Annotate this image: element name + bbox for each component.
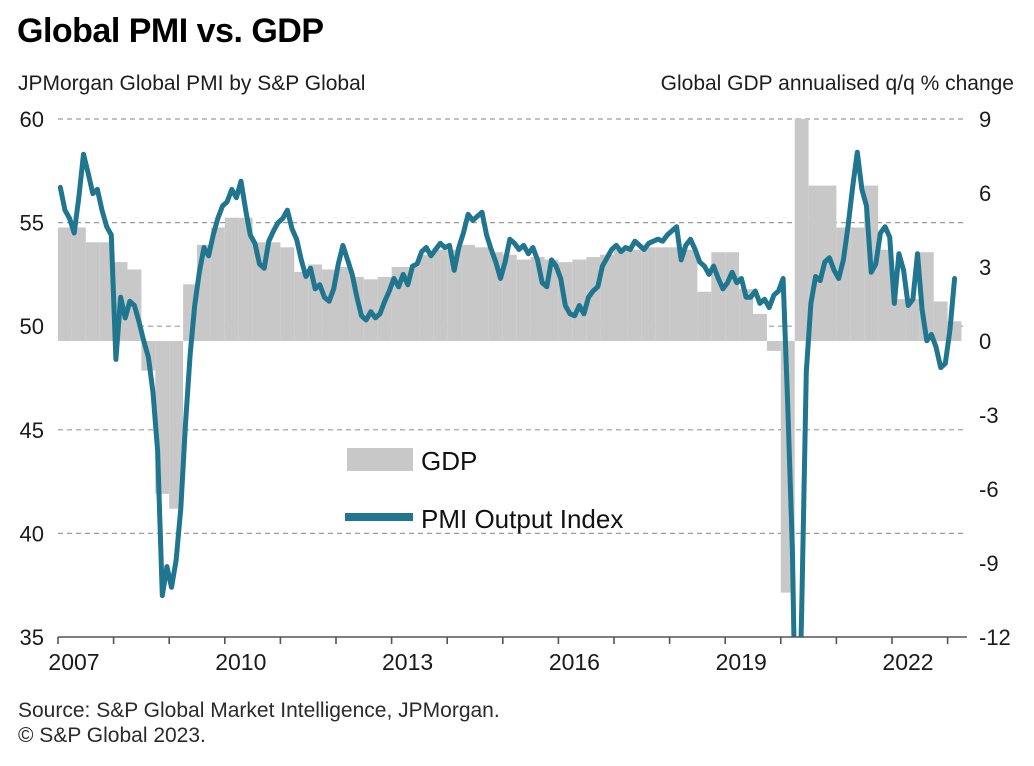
- gdp-bar: [447, 249, 462, 341]
- gdp-bar: [461, 244, 475, 341]
- gdp-bar: [683, 249, 698, 341]
- gdp-bar: [266, 242, 281, 341]
- gdp-bar: [836, 227, 851, 341]
- left-axis-tick: 35: [20, 625, 44, 650]
- right-axis-tick: -9: [979, 551, 999, 576]
- gdp-bar: [586, 257, 601, 341]
- gdp-bar: [655, 247, 670, 341]
- legend-gdp-label: GDP: [421, 446, 477, 476]
- gdp-bar: [280, 247, 295, 341]
- gdp-bar: [794, 119, 809, 341]
- x-axis-year-label: 2019: [716, 649, 767, 675]
- chart-title: Global PMI vs. GDP: [17, 12, 324, 50]
- gdp-bar: [210, 227, 225, 341]
- right-axis-tick: 6: [979, 181, 991, 206]
- left-axis-title: JPMorgan Global PMI by S&P Global: [18, 72, 366, 95]
- right-axis-tick: 3: [979, 255, 991, 280]
- source-line-1: Source: S&P Global Market Intelligence, …: [18, 699, 500, 722]
- left-axis-tick: 60: [20, 107, 44, 132]
- gdp-bar: [739, 289, 753, 341]
- source-note: Source: S&P Global Market Intelligence, …: [18, 698, 500, 748]
- gdp-bar: [349, 276, 364, 341]
- gdp-bar: [169, 341, 184, 509]
- gdp-bar: [753, 313, 767, 341]
- gdp-bar: [572, 259, 587, 341]
- x-axis-year-label: 2013: [382, 649, 433, 675]
- gdp-bar: [224, 217, 239, 341]
- legend: GDP PMI Output Index: [345, 446, 623, 534]
- gdp-bar: [502, 254, 517, 341]
- right-axis-tick: 0: [979, 329, 991, 354]
- gdp-bar: [850, 227, 865, 341]
- right-axis-tick: -6: [979, 477, 999, 502]
- pmi-line: [58, 149, 958, 637]
- right-axis-title: Global GDP annualised q/q % change: [660, 72, 1014, 95]
- left-axis-tick: 50: [20, 314, 44, 339]
- gdp-bar: [85, 242, 100, 341]
- x-axis-year-label: 2016: [549, 649, 600, 675]
- gdp-bar: [475, 247, 489, 341]
- legend-pmi-label: PMI Output Index: [421, 504, 623, 534]
- gdp-bar: [697, 291, 712, 341]
- gdp-bar: [933, 301, 948, 341]
- gdp-bar: [238, 217, 253, 341]
- gdp-bar: [614, 249, 628, 341]
- legend-gdp-swatch: [347, 448, 413, 471]
- gdp-bar: [725, 252, 740, 341]
- right-axis-tick: -12: [979, 625, 1011, 650]
- source-line-2: © S&P Global 2023.: [18, 724, 206, 747]
- gdp-bar: [294, 271, 309, 341]
- gdp-bar: [641, 247, 656, 341]
- gdp-bars: [58, 119, 962, 593]
- gdp-bar: [669, 247, 684, 341]
- x-axis: [57, 636, 967, 644]
- left-axis-tick: 45: [20, 418, 44, 443]
- right-axis-tick: 9: [979, 107, 991, 132]
- right-axis-tick: -3: [979, 403, 999, 428]
- gdp-bar: [71, 227, 86, 341]
- x-axis-year-label: 2022: [882, 649, 933, 675]
- gdp-bar: [627, 249, 642, 341]
- gdp-bar: [336, 267, 350, 341]
- left-axis-tick: 40: [20, 521, 44, 546]
- gdp-bar: [433, 249, 448, 341]
- gdp-bar: [905, 299, 920, 341]
- gdp-bar: [892, 299, 906, 341]
- gdp-bar: [600, 254, 614, 341]
- gdp-bar: [878, 249, 892, 341]
- x-axis-year-label: 2010: [215, 649, 266, 675]
- gdp-bar: [766, 341, 781, 351]
- left-axis-tick: 55: [20, 211, 44, 236]
- gdp-bar: [58, 227, 72, 341]
- x-axis-year-label: 2007: [48, 649, 99, 675]
- axis-tick-labels: 60 55 50 45 40 35 9 6 3 0 -3 -6 -9 -12 2007 2010 2013 201…: [20, 107, 1011, 675]
- gdp-bar: [419, 254, 434, 341]
- gdp-bar: [516, 259, 531, 341]
